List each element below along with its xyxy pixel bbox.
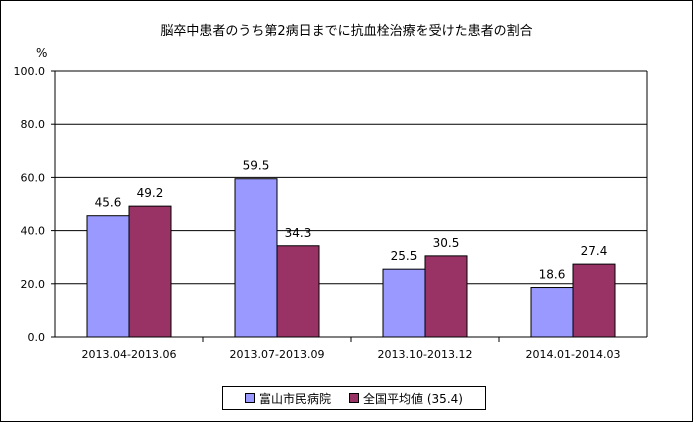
bar-series-1	[382, 268, 426, 338]
data-label: 27.4	[581, 244, 608, 258]
bar-series-1	[86, 215, 130, 338]
data-label: 45.6	[95, 196, 122, 210]
data-label: 49.2	[137, 186, 164, 200]
x-tick-label: 2013.07-2013.09	[230, 348, 325, 361]
legend-swatch-series-2	[349, 393, 360, 403]
y-tick-label: 80.0	[21, 118, 46, 131]
y-tick-label: 60.0	[21, 171, 46, 184]
y-tick-label: 100.0	[14, 65, 46, 78]
y-axis-unit: %	[36, 46, 48, 60]
bar-series-2	[424, 255, 468, 338]
data-label: 30.5	[433, 236, 460, 250]
legend-item-series-1: 富山市民病院	[245, 390, 331, 407]
bar-series-2	[128, 205, 172, 338]
x-tick-label: 2014.01-2014.03	[526, 348, 621, 361]
bar-series-2	[572, 263, 616, 338]
data-label: 25.5	[391, 249, 418, 263]
legend-swatch-series-1	[245, 393, 256, 403]
bar-series-2	[276, 245, 320, 338]
legend: 富山市民病院 全国平均値 (35.4)	[222, 386, 486, 410]
y-tick-label: 0.0	[28, 331, 46, 344]
bar-series-1	[530, 287, 574, 338]
y-tick-label: 40.0	[21, 225, 46, 238]
data-label: 34.3	[285, 226, 312, 240]
x-tick-label: 2013.10-2013.12	[378, 348, 473, 361]
x-tick-label: 2013.04-2013.06	[82, 348, 177, 361]
y-tick-label: 20.0	[21, 278, 46, 291]
data-label: 18.6	[539, 268, 566, 282]
legend-item-series-2: 全国平均値 (35.4)	[349, 390, 463, 407]
data-label: 59.5	[243, 159, 270, 173]
legend-label-series-1: 富山市民病院	[259, 391, 332, 406]
chart-title: 脳卒中患者のうち第2病日までに抗血栓治療を受けた患者の割合	[160, 24, 533, 39]
bar-series-1	[234, 178, 278, 338]
legend-label-series-2: 全国平均値 (35.4)	[363, 391, 463, 406]
